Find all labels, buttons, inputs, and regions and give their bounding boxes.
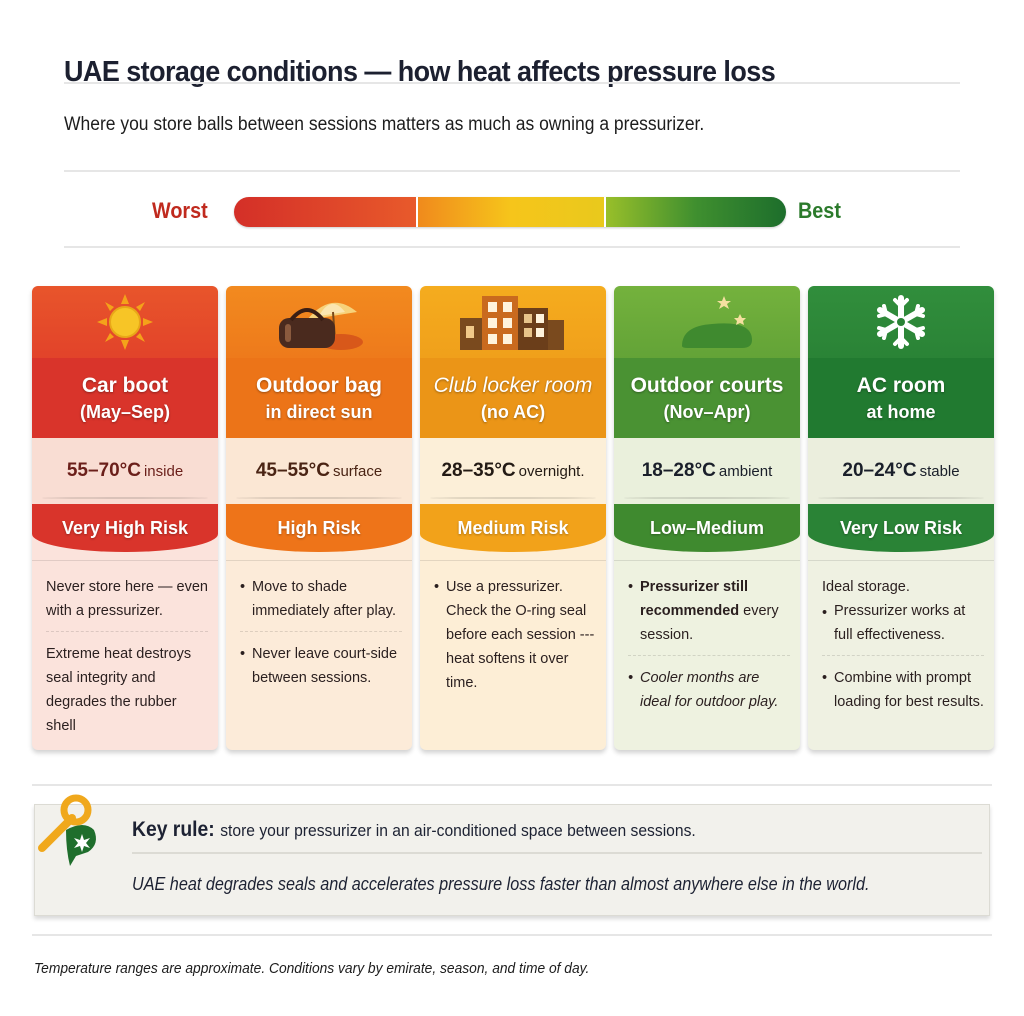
key-rule-callout	[34, 804, 990, 916]
card-note: Cooler months are ideal for outdoor play…	[628, 655, 790, 722]
page-title: UAE storage conditions — how heat affect…	[64, 56, 776, 88]
bag-umbrella-icon	[279, 302, 363, 350]
card-note: Never leave court-side between sessions.	[240, 631, 402, 698]
divider	[132, 852, 982, 854]
storage-cards: Car boot (May–Sep) 55–70°C inside Very H…	[32, 286, 994, 750]
temperature-range: 55–70°C	[66, 460, 141, 481]
temperature-note: ambient	[718, 462, 773, 480]
temperature-note: inside	[143, 462, 184, 480]
divider	[32, 934, 992, 936]
card-title: Outdoor courts	[630, 374, 784, 397]
key-rule-text: Key rule: store your pressurizer in an ai…	[132, 818, 696, 841]
card-subtitle: (Nov–Apr)	[663, 402, 751, 422]
card-title: Outdoor bag	[256, 374, 382, 397]
divider	[64, 246, 960, 248]
card-outdoor-bag: Outdoor bag in direct sun 45–55°C surfac…	[226, 286, 412, 750]
page-subtitle: Where you store balls between sessions m…	[64, 114, 705, 135]
card-subtitle: in direct sun	[265, 402, 373, 422]
scale-worst-label: Worst	[152, 198, 208, 223]
key-icon	[38, 794, 96, 866]
temperature-note: stable	[919, 462, 960, 480]
moon-stars-icon	[682, 296, 752, 348]
card-outdoor-courts: Outdoor courts (Nov–Apr) 18–28°C ambient…	[614, 286, 800, 750]
risk-level-badge: Low–Medium	[614, 504, 800, 552]
key-rule-label: Key rule:	[132, 818, 215, 841]
temperature-note: overnight.	[518, 462, 585, 480]
temperature-range: 45–55°C	[255, 460, 330, 481]
card-ac-room: AC room at home 20–24°C stable Very Low …	[808, 286, 994, 750]
divider	[32, 784, 992, 786]
card-title: Car boot	[81, 374, 169, 397]
card-title: Club locker room	[433, 374, 593, 397]
card-note: Pressurizer works at full effectiveness.	[822, 599, 984, 655]
temperature-range: 20–24°C	[842, 460, 917, 481]
card-note: Never store here — even with a pressuriz…	[46, 579, 208, 619]
divider	[64, 82, 960, 84]
footnote: Temperature ranges are approximate. Cond…	[34, 960, 590, 977]
temperature-note: surface	[332, 462, 383, 480]
card-subtitle: at home	[866, 402, 936, 422]
card-club-locker: Club locker room (no AC) 28–35°C overnig…	[420, 286, 606, 750]
scale-best-label: Best	[798, 198, 841, 223]
risk-level-badge: High Risk	[226, 504, 412, 552]
card-subtitle: (May–Sep)	[79, 402, 171, 422]
risk-level-badge: Very Low Risk	[808, 504, 994, 552]
building-icon	[460, 296, 564, 350]
card-note: Ideal storage.	[822, 579, 910, 595]
risk-level-badge: Very High Risk	[32, 504, 218, 552]
temperature-range: 18–28°C	[641, 460, 716, 481]
card-note: Combine with prompt loading for best res…	[822, 655, 984, 722]
divider	[64, 170, 960, 172]
sun-icon	[97, 294, 153, 350]
card-note: Extreme heat destroys seal integrity and…	[46, 631, 208, 746]
card-subtitle: (no AC)	[480, 402, 546, 422]
card-note: Pressurizer still recommended every sess…	[628, 573, 790, 655]
snowflake-icon	[877, 295, 925, 349]
card-title: AC room	[856, 374, 946, 397]
card-note: Use a pressurizer. Check the O-ring seal…	[434, 573, 596, 703]
key-rule-detail: UAE heat degrades seals and accelerates …	[132, 874, 870, 894]
card-car-boot: Car boot (May–Sep) 55–70°C inside Very H…	[32, 286, 218, 750]
risk-level-badge: Medium Risk	[420, 504, 606, 552]
card-note: Move to shade immediately after play.	[240, 573, 402, 631]
risk-scale: Worst Best	[150, 194, 870, 230]
temperature-range: 28–35°C	[441, 460, 516, 481]
scale-gradient-bar	[234, 197, 786, 227]
